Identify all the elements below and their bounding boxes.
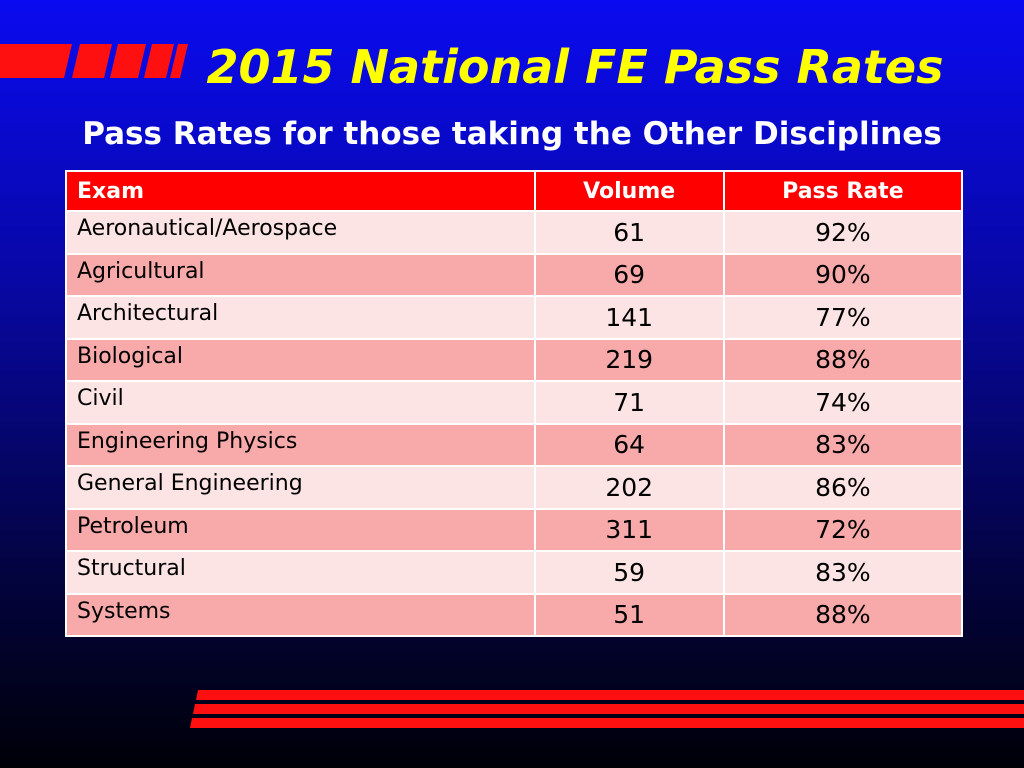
exam-cell: Biological bbox=[65, 337, 536, 382]
table-body: Aeronautical/Aerospace 61 92% Agricultural 6… bbox=[65, 210, 964, 637]
column-header: Volume bbox=[533, 170, 725, 212]
number-cell: 202 bbox=[533, 465, 725, 510]
number-cell: 92% bbox=[722, 210, 964, 255]
number-cell: 64 bbox=[533, 422, 725, 467]
number-cell: 88% bbox=[722, 592, 964, 637]
number-cell: 59 bbox=[533, 550, 725, 595]
number-cell: 83% bbox=[722, 550, 964, 595]
number-cell: 86% bbox=[722, 465, 964, 510]
table-row: General Engineering 202 86% bbox=[65, 465, 964, 510]
exam-cell: Civil bbox=[65, 380, 536, 425]
exam-cell: Structural bbox=[65, 550, 536, 595]
number-cell: 61 bbox=[533, 210, 725, 255]
number-cell: 71 bbox=[533, 380, 725, 425]
table-row: Engineering Physics 64 83% bbox=[65, 422, 964, 467]
number-cell: 51 bbox=[533, 592, 725, 637]
table-row: Architectural 141 77% bbox=[65, 295, 964, 340]
table-row: Biological 219 88% bbox=[65, 337, 964, 382]
title: 2015 National FE Pass Rates bbox=[206, 40, 944, 94]
number-cell: 83% bbox=[722, 422, 964, 467]
exam-cell: Systems bbox=[65, 592, 536, 637]
header-row: Exam Volume Pass Rate bbox=[65, 170, 964, 212]
column-header: Pass Rate bbox=[722, 170, 964, 212]
number-cell: 69 bbox=[533, 252, 725, 297]
number-cell: 141 bbox=[533, 295, 725, 340]
table-row: Aeronautical/Aerospace 61 92% bbox=[65, 210, 964, 255]
exam-cell: Petroleum bbox=[65, 507, 536, 552]
exam-cell: Aeronautical/Aerospace bbox=[65, 210, 536, 255]
table-row: Systems 51 88% bbox=[65, 592, 964, 637]
pass-rate-table: Exam Volume Pass Rate Aeronautical/Aerospa… bbox=[65, 170, 964, 637]
number-cell: 90% bbox=[722, 252, 964, 297]
table-row: Agricultural 69 90% bbox=[65, 252, 964, 297]
exam-cell: Engineering Physics bbox=[65, 422, 536, 467]
number-cell: 219 bbox=[533, 337, 725, 382]
table-row: Petroleum 311 72% bbox=[65, 507, 964, 552]
number-cell: 74% bbox=[722, 380, 964, 425]
table-row: Civil 71 74% bbox=[65, 380, 964, 425]
number-cell: 77% bbox=[722, 295, 964, 340]
column-header: Exam bbox=[65, 170, 536, 212]
table-row: Structural 59 83% bbox=[65, 550, 964, 595]
exam-cell: Architectural bbox=[65, 295, 536, 340]
number-cell: 88% bbox=[722, 337, 964, 382]
number-cell: 72% bbox=[722, 507, 964, 552]
exam-cell: Agricultural bbox=[65, 252, 536, 297]
number-cell: 311 bbox=[533, 507, 725, 552]
exam-cell: General Engineering bbox=[65, 465, 536, 510]
